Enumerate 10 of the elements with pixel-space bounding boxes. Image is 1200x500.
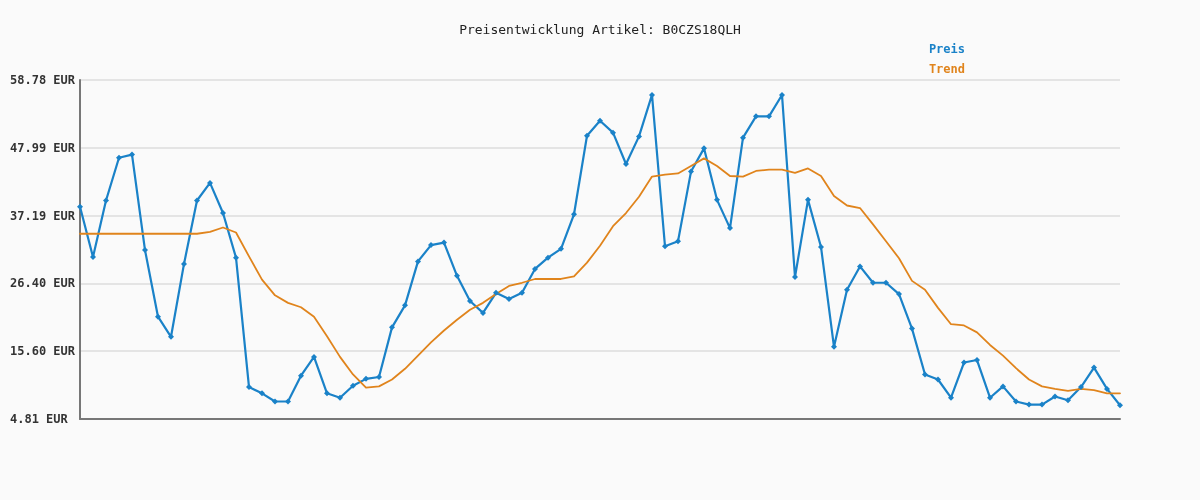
line-series	[79, 157, 1121, 395]
chart-title: Preisentwicklung Artikel: B0CZS18QLH	[459, 22, 741, 37]
y-tick-label: 26.40 EUR	[10, 276, 76, 291]
text: Trend	[928, 62, 965, 76]
y-tick-label: 37.19 EUR	[10, 208, 76, 223]
y-tick-label: 15.60 EUR	[10, 344, 76, 359]
y-tick-label: 47.99 EUR	[10, 140, 76, 155]
y-tick-label: 58.78 EUR	[10, 73, 76, 87]
text: Preis	[928, 42, 965, 56]
y-tick-label: 4.81 EUR	[10, 412, 69, 426]
